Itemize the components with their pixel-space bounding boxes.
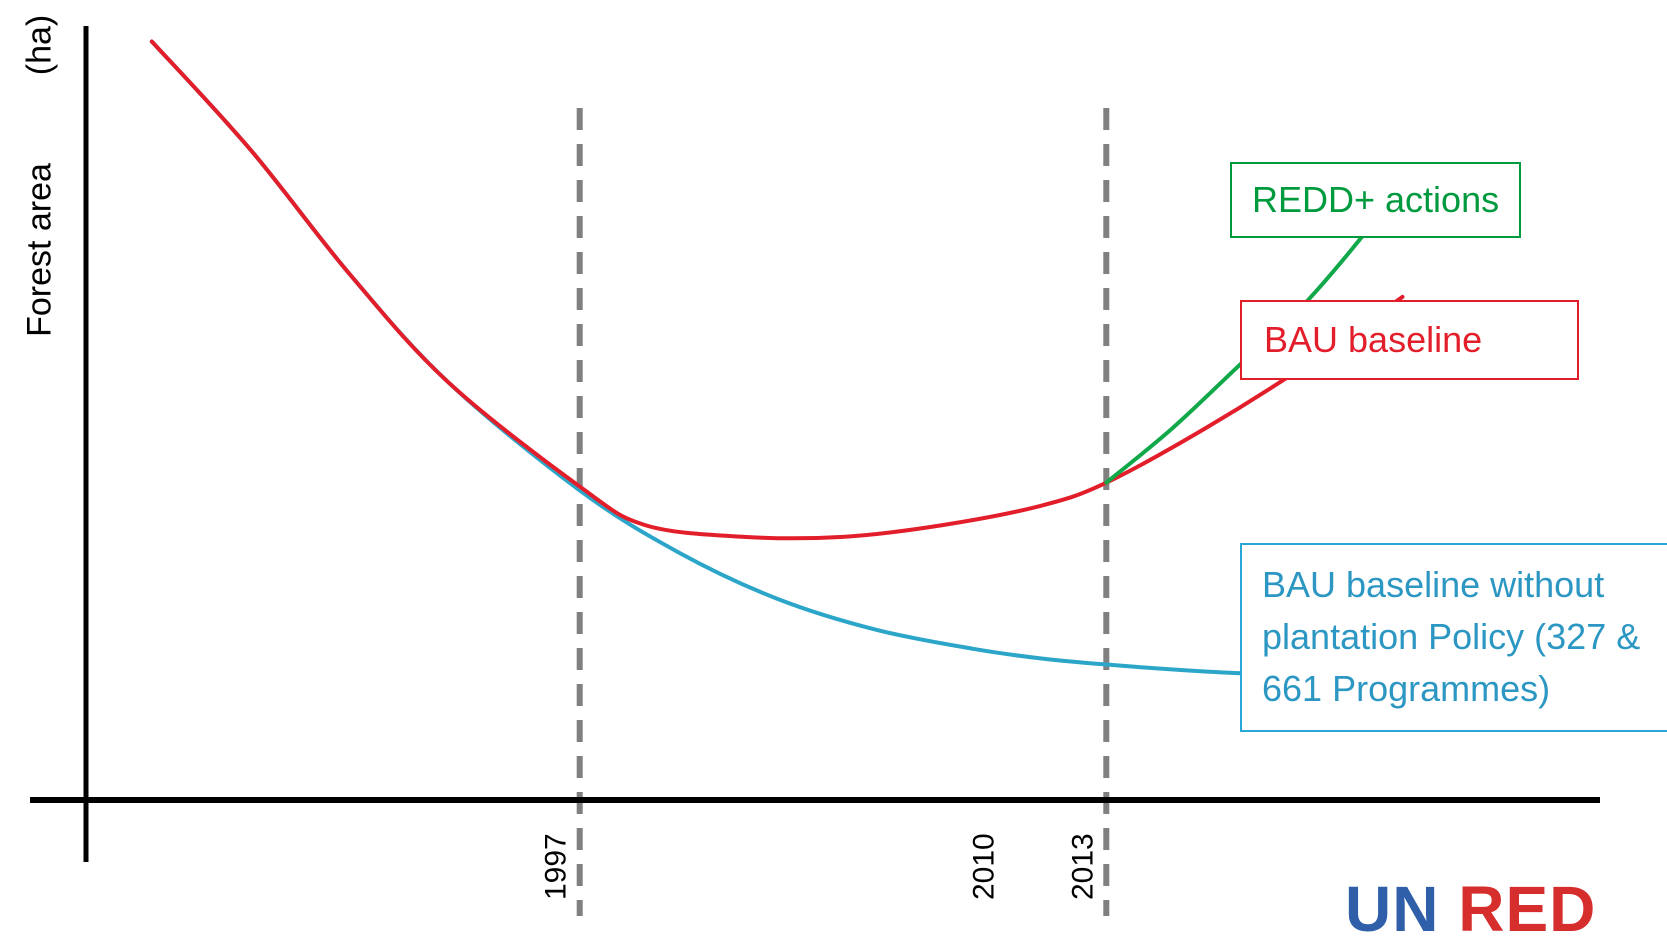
- y-axis-unit: (ha): [20, 14, 59, 76]
- series-bau-no-plantation-line: [149, 39, 1405, 685]
- legend-bau-baseline: BAU baseline: [1240, 300, 1579, 381]
- series-lines: [149, 39, 1405, 685]
- y-axis-title-area: Forest area (ha): [0, 0, 70, 916]
- legend-redd-actions: REDD+ actions: [1230, 162, 1522, 239]
- reference-lines: [576, 108, 1110, 916]
- x-tick-labels: 1997 2010 2013: [540, 833, 1100, 900]
- un-redd-logo: UN RED: [1345, 872, 1596, 946]
- logo-un-text: UN: [1345, 873, 1440, 945]
- x-tick-label-2013: 2013: [1066, 833, 1099, 900]
- x-tick-label-2010: 2010: [968, 833, 1001, 900]
- legend-bau-no-plantation: BAU baseline without plantation Policy (…: [1240, 543, 1667, 732]
- series-bau-baseline-line: [149, 39, 1405, 541]
- forest-area-chart: 1997 2010 2013: [30, 26, 1600, 916]
- logo-red-text: RED: [1458, 873, 1597, 945]
- x-tick-label-1997: 1997: [540, 833, 573, 900]
- y-axis-label: Forest area: [20, 163, 59, 337]
